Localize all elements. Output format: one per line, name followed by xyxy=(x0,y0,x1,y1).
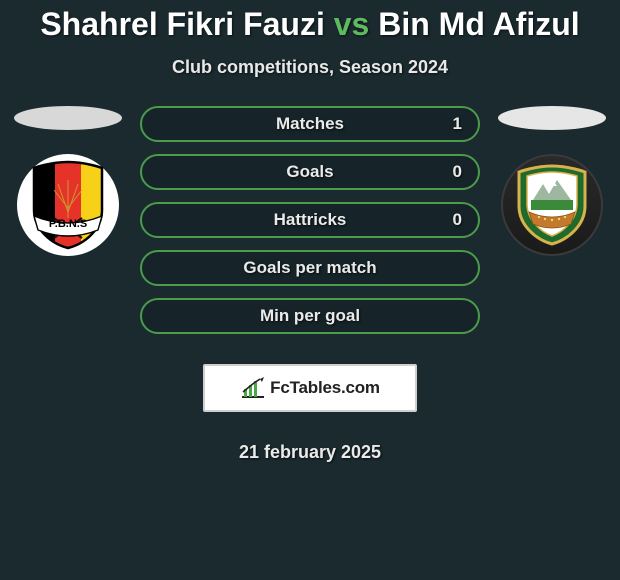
stat-label: Matches xyxy=(142,114,478,134)
stat-value-right: 0 xyxy=(453,210,462,230)
right-club-crest xyxy=(501,154,603,256)
brand-text: FcTables.com xyxy=(270,378,380,398)
brand-box[interactable]: FcTables.com xyxy=(203,364,417,412)
stat-value-right: 0 xyxy=(453,162,462,182)
stat-label: Goals xyxy=(142,162,478,182)
stat-pill: Min per goal xyxy=(140,298,480,334)
stat-pill: Matches1 xyxy=(140,106,480,142)
bar-chart-icon xyxy=(240,377,266,399)
stat-pill: Goals0 xyxy=(140,154,480,190)
left-player-placeholder xyxy=(14,106,122,130)
right-shield-icon xyxy=(509,162,595,248)
left-club-crest: P.B.N.S xyxy=(17,154,119,256)
stat-label: Hattricks xyxy=(142,210,478,230)
stat-pill: Hattricks0 xyxy=(140,202,480,238)
right-side xyxy=(492,106,612,256)
stat-pill: Goals per match xyxy=(140,250,480,286)
left-side: P.B.N.S xyxy=(8,106,128,256)
comparison-card: Shahrel Fikri Fauzi vs Bin Md Afizul Clu… xyxy=(0,0,620,463)
stat-label: Min per goal xyxy=(142,306,478,326)
pbns-shield-icon: P.B.N.S xyxy=(28,160,108,250)
stats-column: Matches1Goals0Hattricks0Goals per matchM… xyxy=(140,106,480,463)
date-text: 21 february 2025 xyxy=(239,442,381,463)
main-row: P.B.N.S Matches1Goals0Hattricks0Goals pe… xyxy=(0,106,620,463)
pbns-banner-text: P.B.N.S xyxy=(49,218,87,230)
right-player-placeholder xyxy=(498,106,606,130)
stat-value-right: 1 xyxy=(453,114,462,134)
stat-label: Goals per match xyxy=(142,258,478,278)
subtitle: Club competitions, Season 2024 xyxy=(0,57,620,78)
page-title: Shahrel Fikri Fauzi vs Bin Md Afizul xyxy=(0,6,620,43)
stats-list: Matches1Goals0Hattricks0Goals per matchM… xyxy=(140,106,480,334)
